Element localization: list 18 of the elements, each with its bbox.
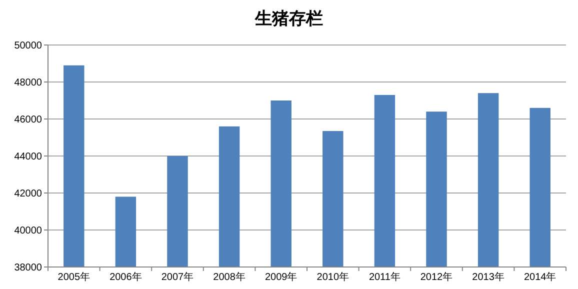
x-tick-label: 2012年 [420, 271, 453, 283]
y-tick-label: 50000 [14, 40, 42, 52]
x-tick-label: 2009年 [264, 271, 298, 283]
x-tick-label: 2008年 [213, 271, 246, 283]
y-tick-label: 42000 [14, 188, 42, 200]
x-tick-label: 2010年 [316, 271, 350, 283]
x-tick-label: 2005年 [58, 271, 90, 283]
y-tick-label: 38000 [14, 262, 42, 274]
chart-title: 生猪存栏 [254, 9, 323, 28]
x-tick-label: 2007年 [161, 271, 194, 283]
y-tick-label: 40000 [14, 226, 42, 236]
y-tick-label: 48000 [14, 78, 42, 88]
y-tick-label: 44000 [14, 152, 42, 162]
y-tick-label: 46000 [14, 114, 42, 126]
x-tick-label: 2014年 [524, 271, 556, 283]
x-tick-label: 2013年 [472, 271, 504, 283]
x-tick-label: 2006年 [110, 271, 142, 283]
x-tick-label: 2011年 [368, 271, 400, 283]
